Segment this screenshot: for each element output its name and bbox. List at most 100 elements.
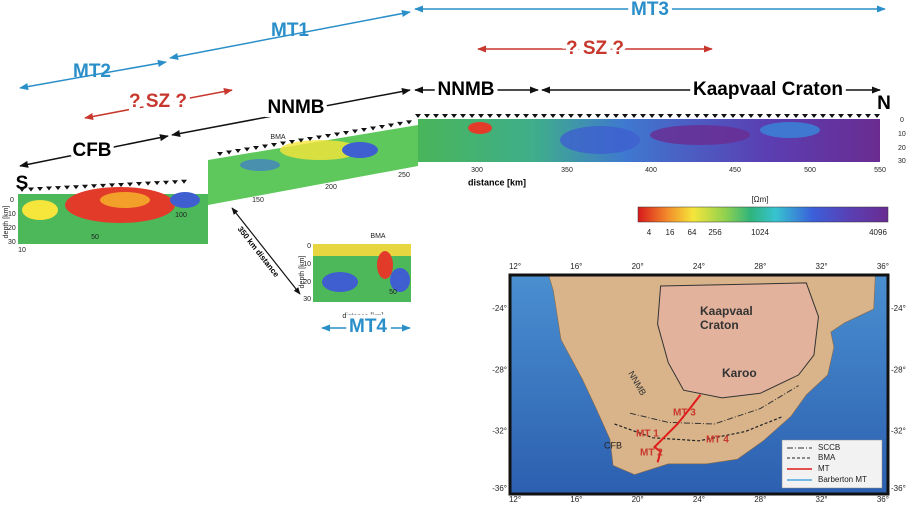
lat-tick: -24°	[891, 304, 906, 313]
station	[856, 114, 862, 118]
station	[280, 141, 286, 146]
station	[649, 114, 655, 118]
lon-tick: 20°	[632, 262, 644, 271]
shape	[637, 206, 889, 223]
lon-tick: 16°	[570, 495, 582, 504]
shape	[614, 415, 784, 442]
station	[289, 139, 295, 144]
station	[46, 186, 52, 191]
station	[154, 181, 160, 186]
lat-ticks: -24° -24° -28° -28° -32° -32° -36° -36°	[492, 304, 906, 493]
station	[397, 121, 403, 126]
north-label: N	[877, 93, 891, 114]
profile-sections	[18, 119, 880, 244]
shape	[657, 282, 820, 399]
station	[271, 142, 277, 147]
tick: 1024	[751, 228, 769, 237]
tick: 4	[647, 228, 652, 237]
tick: 30	[8, 239, 16, 246]
arrow	[171, 87, 411, 138]
sz-label: ? SZ ?	[129, 91, 187, 112]
lon-tick: 24°	[693, 262, 705, 271]
station	[541, 114, 547, 118]
mt4-label: MT4	[349, 316, 387, 337]
station	[802, 114, 808, 118]
lat-tick: -36°	[492, 484, 507, 493]
station	[235, 148, 241, 153]
tick: 10	[18, 247, 26, 254]
depth-label: depth [km]	[299, 256, 306, 289]
station	[145, 181, 151, 186]
distance-ticks: 10 50 100 150 200 250 300 350 400 450 50…	[18, 167, 886, 254]
kaapvaal-label: Kaapvaal Craton	[693, 79, 843, 100]
lon-tick: 36°	[877, 262, 889, 271]
shape	[22, 200, 58, 220]
station	[109, 183, 115, 188]
station	[658, 114, 664, 118]
station	[640, 114, 646, 118]
tick: 10	[898, 131, 906, 138]
mt-labels: MT 1 MT 2 MT 3 MT 4	[636, 408, 729, 459]
station	[478, 114, 484, 118]
shape	[629, 385, 799, 425]
station	[307, 136, 313, 141]
station	[91, 184, 97, 189]
station	[316, 135, 322, 140]
station	[766, 114, 772, 118]
station	[118, 182, 124, 187]
map-label: Craton	[700, 318, 739, 332]
shape	[650, 125, 750, 145]
colorbar-unit: [Ωm]	[751, 195, 768, 204]
south-label: S	[16, 173, 29, 194]
shape	[377, 251, 393, 279]
station	[460, 114, 466, 118]
station	[352, 129, 358, 134]
tick: 16	[666, 228, 675, 237]
map-label: CFB	[604, 440, 622, 450]
station	[343, 130, 349, 135]
station	[127, 182, 133, 187]
lat-tick: -32°	[492, 427, 507, 436]
lon-tick: 16°	[570, 262, 582, 271]
depth-ticks: 0 10 20 30	[303, 243, 311, 303]
lat-tick: -28°	[492, 365, 507, 374]
station	[100, 183, 106, 188]
tick: 64	[688, 228, 697, 237]
shape	[100, 192, 150, 208]
station	[415, 114, 421, 118]
lon-tick: 32°	[816, 262, 828, 271]
station	[613, 114, 619, 118]
station	[748, 114, 754, 118]
station	[325, 133, 331, 138]
station	[64, 185, 70, 190]
station	[226, 150, 232, 155]
station	[487, 114, 493, 118]
tick: 10	[8, 211, 16, 218]
station	[604, 114, 610, 118]
shape	[390, 268, 410, 292]
station	[334, 132, 340, 137]
tick: 450	[729, 167, 741, 174]
separation-label: 350 km distance	[236, 225, 281, 280]
tick: 30	[303, 296, 311, 303]
map-label: MT 3	[673, 408, 696, 419]
station	[55, 186, 61, 191]
lon-tick: 12°	[509, 262, 521, 271]
tick: 20	[303, 279, 311, 286]
tick: 400	[645, 167, 657, 174]
station	[424, 114, 430, 118]
tick: 200	[325, 184, 337, 191]
nnmb-label: NNMB	[438, 79, 495, 100]
station	[676, 114, 682, 118]
station	[739, 114, 745, 118]
station	[829, 114, 835, 118]
station	[703, 114, 709, 118]
depth-label: depth [km]	[3, 206, 10, 239]
shape	[760, 122, 820, 138]
station	[730, 114, 736, 118]
bma-label: BMA	[270, 134, 286, 141]
station	[595, 114, 601, 118]
shape	[342, 142, 378, 158]
station	[847, 114, 853, 118]
